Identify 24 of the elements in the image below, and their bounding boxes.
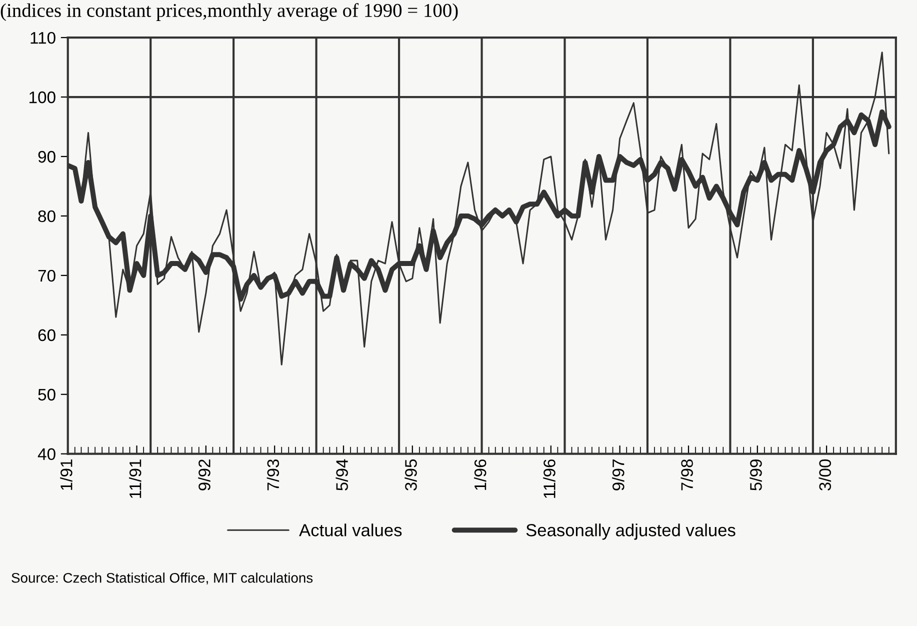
x-tick-label: 3/00 <box>818 459 832 491</box>
y-tick-label: 90 <box>38 150 56 163</box>
x-tick-label: 1/96 <box>474 459 486 490</box>
x-tick-label: 1/91 <box>60 460 72 490</box>
y-tick-label: 80 <box>38 210 56 222</box>
source-note: Source: Czech Statistical Office, MIT calculations <box>12 572 313 584</box>
y-tick-label: 70 <box>38 270 56 282</box>
y-tick-label: 110 <box>30 32 56 44</box>
y-tick-label: 100 <box>30 91 56 104</box>
y-tick-label: 60 <box>38 329 56 342</box>
x-tick-label: 5/94 <box>336 459 348 490</box>
chart-subtitle: (indices in constant prices,monthly average of 1990 = 100) <box>0 3 458 22</box>
x-tick-label: 7/98 <box>680 459 693 490</box>
x-tick-label: 9/97 <box>612 460 624 490</box>
x-tick-label: 9/92 <box>198 460 210 490</box>
legend-label: Actual values <box>299 524 402 536</box>
x-tick-label: 7/93 <box>266 459 280 490</box>
y-tick-label: 50 <box>38 388 56 401</box>
x-tick-label: 11/91 <box>129 460 142 498</box>
y-tick-label: 40 <box>38 448 56 460</box>
legend-label: Seasonally adjusted values <box>526 524 736 540</box>
x-tick-label: 11/96 <box>543 459 556 498</box>
x-tick-label: 3/95 <box>404 459 417 491</box>
x-tick-label: 5/99 <box>750 460 762 490</box>
